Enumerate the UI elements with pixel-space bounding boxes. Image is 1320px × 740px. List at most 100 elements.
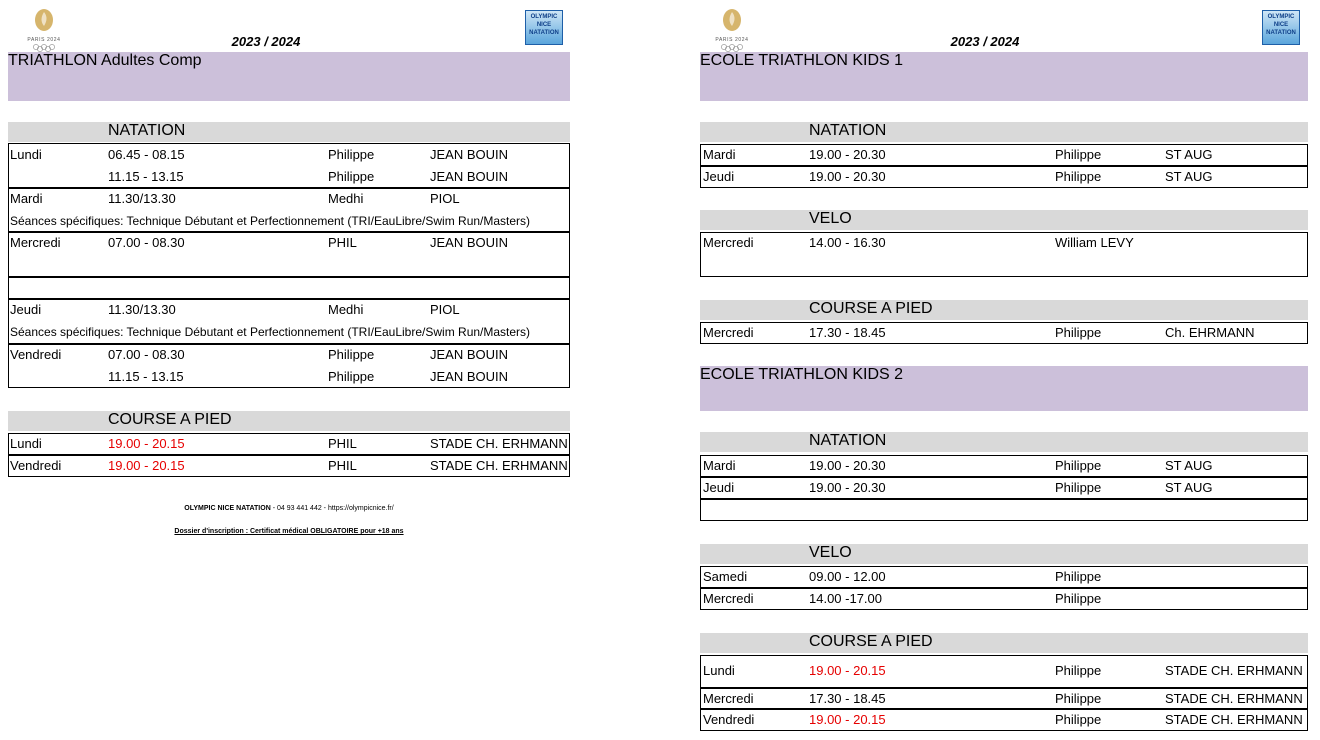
paris-logo-text: PARIS 2024 [27, 37, 60, 43]
row-box [700, 166, 1308, 188]
time: 14.00 -17.00 [809, 591, 883, 606]
time: 17.30 - 18.45 [809, 325, 886, 340]
row-box [700, 144, 1308, 166]
time: 06.45 - 08.15 [108, 147, 185, 162]
section-band: NATATION [8, 122, 570, 142]
row-box [8, 277, 570, 299]
time: 11.15 - 13.15 [108, 169, 184, 184]
footer-notice: Dossier d'inscription : Certificat médic… [174, 528, 404, 535]
place: STADE CH. ERHMANN [430, 458, 568, 473]
time: 11.15 - 13.15 [108, 369, 184, 384]
title-band: ECOLE TRIATHLON KIDS 1 [700, 52, 1308, 101]
day: Jeudi [703, 480, 735, 495]
time: 19.00 - 20.30 [809, 147, 886, 162]
row-box [8, 299, 570, 344]
row-box [700, 232, 1308, 277]
day: Mardi [703, 147, 736, 162]
season: 2023 / 2024 [231, 34, 301, 49]
paris-logo: PARIS 2024 [715, 9, 748, 52]
place: JEAN BOUIN [430, 147, 509, 162]
place: Ch. EHRMANN [1165, 325, 1255, 340]
time: 19.00 - 20.15 [809, 712, 886, 727]
paris-logo: PARIS 2024 [27, 9, 60, 52]
coach: Philippe [328, 147, 375, 162]
coach: Philippe [1055, 147, 1102, 162]
day: Mardi [703, 458, 736, 473]
row-box [700, 322, 1308, 344]
row-box [700, 688, 1308, 709]
section-band: COURSE A PIED [8, 411, 570, 431]
coach: Philippe [1055, 591, 1102, 606]
coach: Medhi [328, 191, 364, 206]
day: Jeudi [703, 169, 735, 184]
place: STADE CH. ERHMANN [1165, 712, 1303, 727]
footer-club: OLYMPIC NICE NATATION [184, 505, 271, 512]
place: JEAN BOUIN [430, 347, 509, 362]
right-page: PARIS 2024 OLYMPIC NICE NATATION 2023 / 20… [700, 0, 1308, 740]
day: Mercredi [703, 235, 754, 250]
coach: PHIL [328, 458, 357, 473]
row-box [700, 588, 1308, 610]
paris-logo-text: PARIS 2024 [715, 37, 748, 43]
club-logo: OLYMPIC NICE NATATION [1262, 10, 1300, 45]
section-band: VELO [700, 544, 1308, 564]
coach: PHIL [328, 235, 357, 250]
coach: William LEVY [1055, 235, 1134, 250]
place: PIOL [430, 302, 460, 317]
title: ECOLE TRIATHLON KIDS 2 [700, 366, 904, 383]
day: Vendredi [10, 347, 62, 362]
row-box [700, 566, 1308, 588]
time: 07.00 - 08.30 [108, 347, 185, 362]
coach: Philippe [1055, 712, 1102, 727]
day: Mardi [10, 191, 43, 206]
coach: Philippe [328, 369, 375, 384]
day: Lundi [10, 147, 42, 162]
row-box [700, 709, 1308, 731]
time: 11.30/13.30 [108, 302, 176, 317]
row-box [8, 143, 570, 188]
day: Mercredi [10, 235, 61, 250]
section-name: NATATION [108, 122, 186, 139]
footer-contact: - 04 93 441 442 - https://olympicnice.fr… [270, 505, 394, 512]
row-box [8, 433, 570, 455]
row-box [8, 232, 570, 277]
coach: Philippe [328, 169, 375, 184]
section-name: COURSE A PIED [108, 411, 232, 428]
time: 19.00 - 20.15 [108, 436, 185, 451]
day: Lundi [10, 436, 42, 451]
day: Samedi [703, 569, 748, 584]
coach: Philippe [1055, 458, 1102, 473]
title: TRIATHLON Adultes Comp [8, 52, 202, 69]
time: 17.30 - 18.45 [809, 691, 886, 706]
title-band: ECOLE TRIATHLON KIDS 2 [700, 366, 1308, 411]
row-box [8, 188, 570, 232]
day: Mercredi [703, 591, 754, 606]
coach: Philippe [1055, 663, 1102, 678]
coach: Medhi [328, 302, 364, 317]
row-box [700, 477, 1308, 499]
section-band: NATATION [700, 122, 1308, 142]
section-name: COURSE A PIED [809, 633, 933, 650]
title: ECOLE TRIATHLON KIDS 1 [700, 52, 904, 69]
coach: Philippe [1055, 569, 1102, 584]
day: Vendredi [703, 712, 755, 727]
section-name: VELO [809, 210, 852, 227]
left-page: PARIS 2024 OLYMPIC NICE NATATION 2023 / 20… [8, 0, 570, 740]
place: STADE CH. ERHMANN [1165, 663, 1303, 678]
section-name: NATATION [809, 432, 887, 449]
title-band: TRIATHLON Adultes Comp [8, 52, 570, 101]
note: Séances spécifiques: Technique Débutant … [10, 325, 531, 339]
place: JEAN BOUIN [430, 169, 509, 184]
coach: Philippe [1055, 325, 1102, 340]
place: ST AUG [1165, 480, 1213, 495]
row-box [8, 344, 570, 388]
place: JEAN BOUIN [430, 369, 509, 384]
row-box [8, 455, 570, 477]
coach: Philippe [1055, 480, 1102, 495]
section-name: COURSE A PIED [809, 300, 933, 317]
place: JEAN BOUIN [430, 235, 509, 250]
place: STADE CH. ERHMANN [430, 436, 568, 451]
time: 19.00 - 20.30 [809, 458, 886, 473]
section-band: COURSE A PIED [700, 633, 1308, 653]
